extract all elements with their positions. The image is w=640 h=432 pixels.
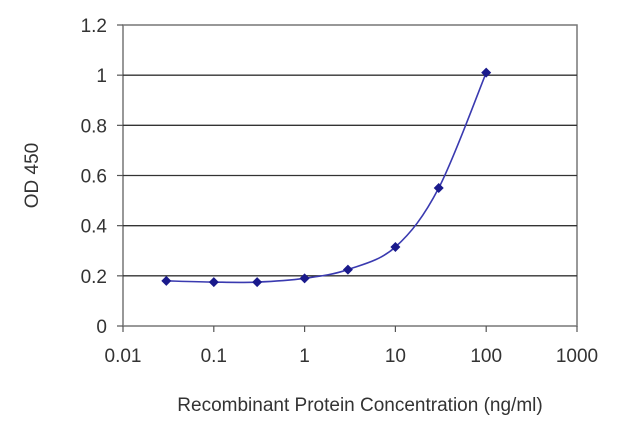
data-point xyxy=(208,277,219,288)
data-point xyxy=(390,241,401,252)
y-tick-label: 1.2 xyxy=(81,16,107,37)
x-tick-label: 0.1 xyxy=(201,346,227,367)
gridlines xyxy=(123,74,577,277)
y-tick-label: 0 xyxy=(96,317,107,338)
y-tick-label: 0.6 xyxy=(81,167,107,188)
data-point xyxy=(342,264,353,275)
y-axis-ticks: 0 0.2 0.4 0.6 0.8 1 1.2 xyxy=(81,16,123,338)
data-point xyxy=(161,275,172,286)
x-tick-label: 10 xyxy=(385,346,406,367)
y-tick-label: 1 xyxy=(96,66,107,87)
x-tick-label: 1 xyxy=(299,346,310,367)
y-axis-title: OD 450 xyxy=(22,143,43,208)
fit-curve-layer xyxy=(166,72,487,284)
data-point xyxy=(299,273,310,284)
y-tick-label: 0.4 xyxy=(81,217,108,238)
x-tick-label: 100 xyxy=(470,346,502,367)
x-tick-label: 1000 xyxy=(556,346,598,367)
data-point xyxy=(433,183,444,194)
x-axis-ticks: 0.01 0.1 1 10 100 1000 xyxy=(105,326,598,367)
fit-curve xyxy=(166,72,487,284)
data-point xyxy=(252,277,263,288)
x-tick-label: 0.01 xyxy=(105,346,142,367)
y-tick-label: 0.8 xyxy=(81,116,107,137)
data-points xyxy=(161,67,492,288)
data-point xyxy=(481,67,492,78)
x-axis-title: Recombinant Protein Concentration (ng/ml… xyxy=(177,395,542,416)
y-tick-label: 0.2 xyxy=(81,267,107,288)
